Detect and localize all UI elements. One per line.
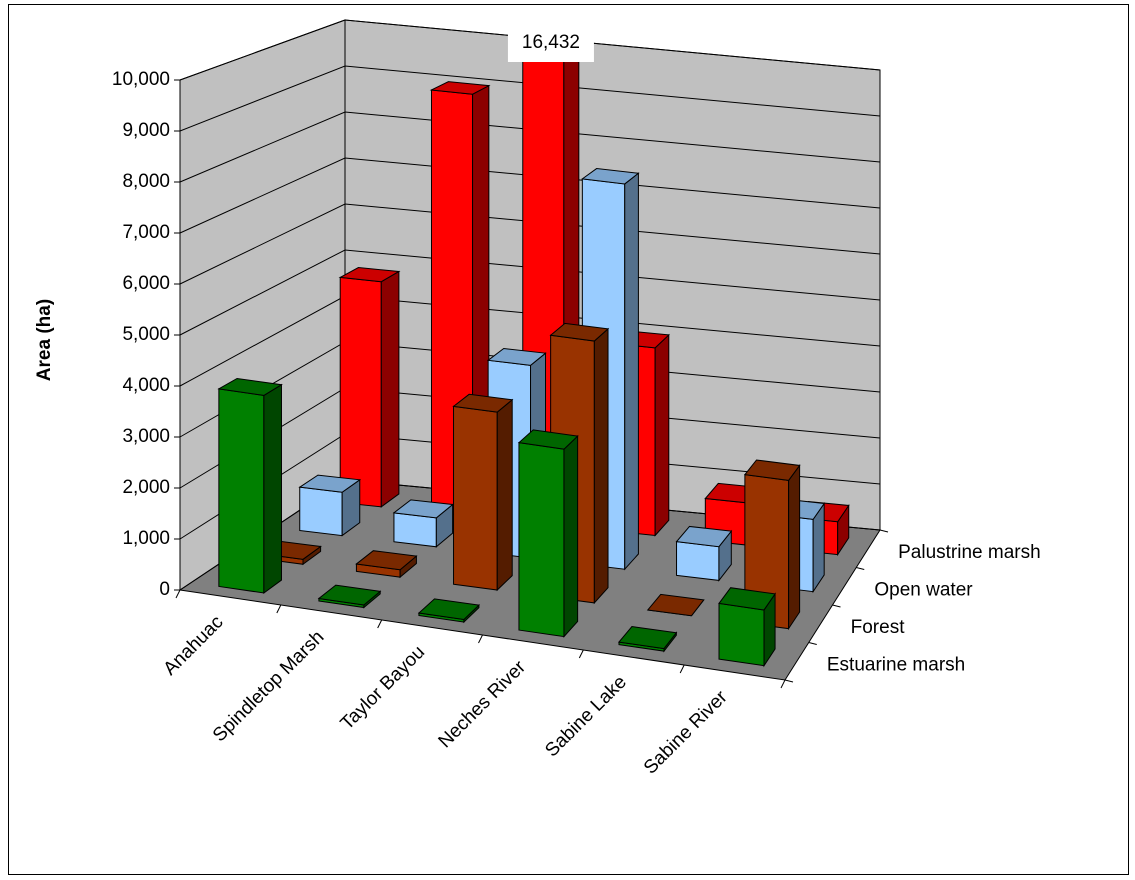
bar-top [646,593,705,617]
bar [298,474,362,537]
bar-top [517,429,579,450]
y-tick-label: 6,000 [122,273,170,294]
z-tick [832,604,841,608]
y-tick-label: 7,000 [122,222,170,243]
bar-top [298,474,362,493]
bar-top [217,377,283,396]
z-tick [808,642,817,645]
legend-label: Open water [874,579,973,600]
legend-label: Estuarine marsh [827,654,965,675]
bar [338,267,401,508]
bar-top [581,168,640,185]
value-label-bg [507,24,594,62]
y-tick-label: 10,000 [112,69,170,90]
bar-front [718,602,765,667]
grid-line [179,111,881,183]
bar-top [549,322,610,342]
bar-front [393,512,437,548]
bar-top [392,499,454,519]
y-tick-label: 1,000 [122,528,170,549]
bar [355,550,418,579]
bar-top [675,525,733,548]
bar-top [355,550,418,571]
y-tick-label: 9,000 [122,120,170,141]
bar-side [496,398,513,592]
grid-line [179,19,881,81]
bar [452,393,514,592]
bar-top [718,587,776,611]
y-tick-label: 5,000 [122,324,170,345]
z-tick [856,567,865,570]
x-tick [478,634,483,644]
x-tick [276,604,282,614]
x-tick [377,619,383,629]
z-tick [784,679,794,683]
x-tick [578,649,584,659]
bar [675,525,733,582]
grid-line [179,203,881,285]
bar-top [452,393,514,413]
bar-front [218,388,265,594]
bar-front [676,541,720,581]
y-tick-label: 4,000 [122,375,170,396]
x-tick [679,664,685,674]
bar-top [486,347,547,366]
y-tick-label: 0 [159,579,170,600]
bar-top [429,81,491,95]
bar-top [338,267,401,283]
bar-front [339,276,382,508]
bar-side [654,333,670,537]
bar [392,499,454,548]
y-tick-label: 2,000 [122,477,170,498]
bar [743,459,801,631]
y-tick-label: 8,000 [122,171,170,192]
grid-line [179,249,881,336]
grid-line [179,65,881,132]
x-tick [175,589,181,599]
legend-label: Forest [851,617,906,638]
bar-side [263,383,282,594]
bar-top [317,584,382,606]
bar-side [563,434,579,638]
bar-top [417,598,481,621]
bar-side [788,463,801,631]
bar-front [299,486,343,537]
bar [417,598,481,624]
z-tick [879,529,889,533]
bar [517,429,579,638]
bar-front [518,442,565,638]
bar [718,587,776,668]
x-tick [780,679,786,689]
y-axis-title: Area (ha) [34,299,55,381]
y-tick-label: 3,000 [122,426,170,447]
bar-front [453,405,498,591]
bar-side [593,327,609,605]
bar-top [743,459,801,481]
bar-side [380,270,400,508]
bar-side [624,172,639,571]
bar-top [618,625,678,650]
bar [317,584,382,609]
grid-line [179,157,881,234]
legend-label: Palustrine marsh [898,542,1041,563]
value-label: 16,432 [522,32,580,53]
bar [217,377,283,594]
bar [618,625,678,653]
bar [646,593,705,617]
